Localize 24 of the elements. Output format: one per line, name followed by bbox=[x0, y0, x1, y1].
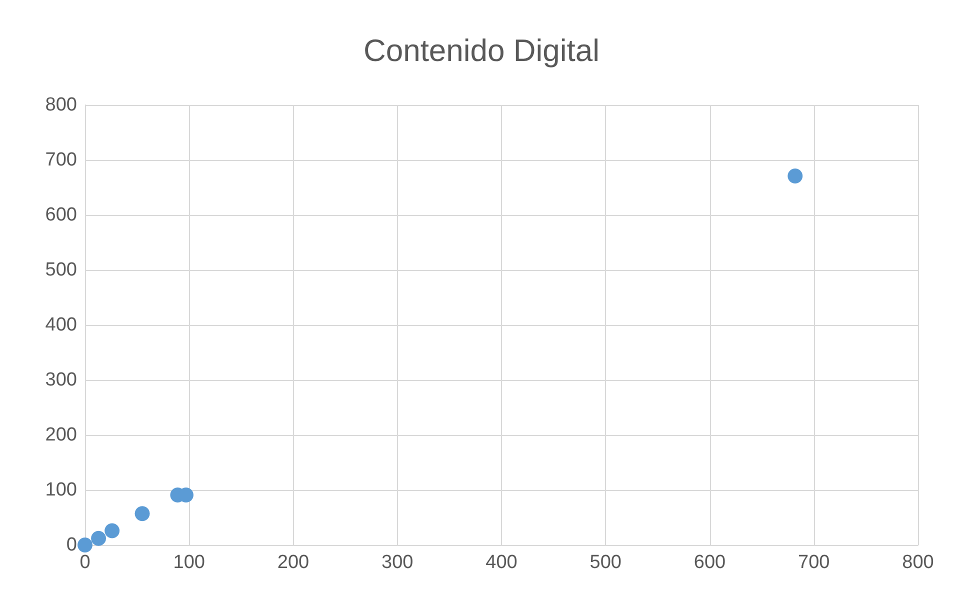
x-tick-label: 100 bbox=[173, 552, 205, 573]
y-tick-label: 400 bbox=[45, 314, 77, 336]
y-tick-label: 300 bbox=[45, 370, 77, 390]
x-tick-label: 0 bbox=[80, 552, 90, 573]
y-tick-label: 600 bbox=[45, 204, 77, 226]
x-tick-label: 200 bbox=[277, 552, 310, 573]
y-tick-label: 500 bbox=[45, 260, 77, 280]
x-tick-label: 400 bbox=[486, 552, 518, 573]
point bbox=[78, 538, 92, 552]
chart-title: Contenido Digital bbox=[363, 33, 600, 68]
y-tick-label: 0 bbox=[66, 534, 77, 556]
x-tick-label: 800 bbox=[902, 552, 934, 573]
point bbox=[91, 530, 106, 546]
x-tick-label: 600 bbox=[694, 552, 726, 573]
point bbox=[134, 506, 150, 522]
y-tick-label: 700 bbox=[45, 150, 77, 170]
point bbox=[788, 168, 803, 184]
y-tick-label: 100 bbox=[45, 480, 77, 500]
y-tick-label: 800 bbox=[45, 94, 77, 116]
point bbox=[104, 523, 120, 538]
x-tick-label: 500 bbox=[590, 552, 622, 573]
x-tick-label: 700 bbox=[798, 552, 830, 573]
x-tick-label: 300 bbox=[382, 552, 414, 573]
y-tick-label: 200 bbox=[45, 424, 77, 446]
